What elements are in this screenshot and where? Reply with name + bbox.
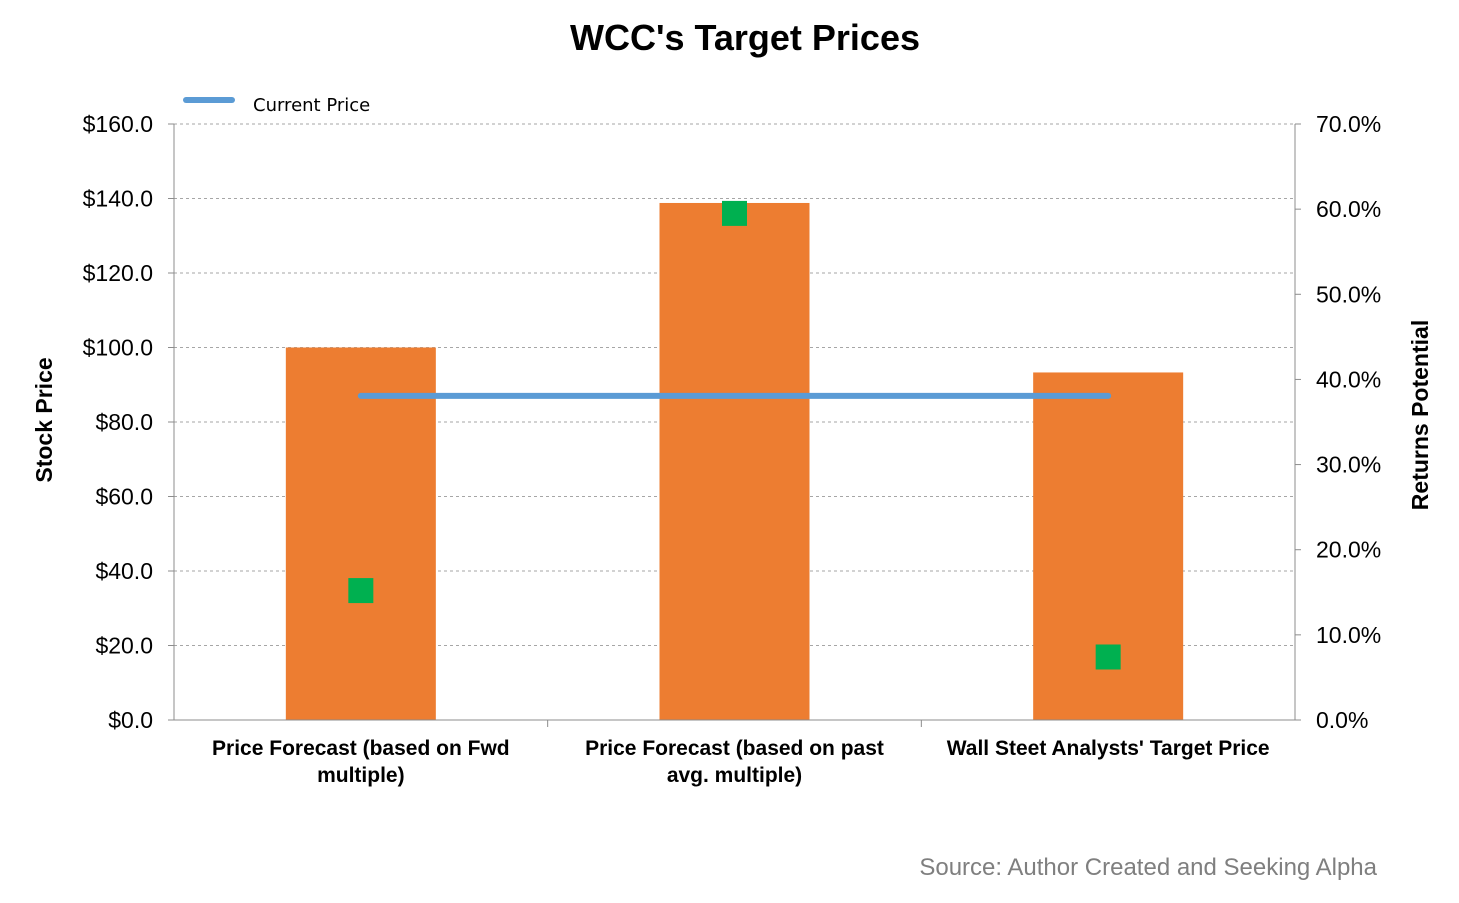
- y-tick-label: $80.0: [95, 409, 153, 435]
- y-tick-label: $120.0: [83, 260, 153, 286]
- y2-tick-label: 40.0%: [1316, 366, 1381, 392]
- y-tick-label: $100.0: [83, 335, 153, 361]
- bar: [285, 347, 436, 720]
- y2-tick-label: 0.0%: [1316, 707, 1368, 733]
- y-tick-label: $0.0: [108, 707, 153, 733]
- y-tick-label: $20.0: [95, 633, 153, 659]
- y2-tick-label: 20.0%: [1316, 537, 1381, 563]
- y-tick-label: $60.0: [95, 484, 153, 510]
- bar: [659, 202, 810, 721]
- y2-tick-label: 30.0%: [1316, 452, 1381, 478]
- y2-tick-label: 50.0%: [1316, 281, 1381, 307]
- right-axis-ticks: 0.0% 10.0% 20.0% 30.0% 40.0% 50.0% 60.0% 70.0%: [1316, 111, 1381, 733]
- returns-marker: [348, 578, 374, 604]
- left-axis-ticks: $0.0 $20.0 $40.0 $60.0 $80.0 $100.0 $120.0 $140…: [83, 111, 153, 733]
- bars: [285, 202, 1184, 721]
- legend-current-price-label: Current Price: [253, 95, 370, 116]
- y-tick-label: $160.0: [83, 111, 153, 137]
- y2-tick-label: 10.0%: [1316, 622, 1381, 648]
- y2-tick-label: 70.0%: [1316, 111, 1381, 137]
- axes: [168, 123, 1301, 727]
- category-labels: Price Forecast (based on Fwd multiple) Pri…: [212, 737, 1270, 787]
- returns-markers: [348, 200, 1121, 670]
- y-tick-label: $40.0: [95, 558, 153, 584]
- chart-title: WCC's Target Prices: [570, 17, 920, 58]
- y-tick-label: $140.0: [83, 186, 153, 212]
- y2-axis-title: Returns Potential: [1407, 320, 1433, 510]
- y2-tick-label: 60.0%: [1316, 196, 1381, 222]
- legend: Current Price: [183, 95, 370, 116]
- source-note: Source: Author Created and Seeking Alpha: [919, 854, 1377, 881]
- category-label: Price Forecast (based on past avg. multip…: [585, 737, 884, 787]
- returns-marker: [722, 200, 747, 226]
- y-axis-title: Stock Price: [31, 357, 57, 482]
- category-label: Wall Steet Analysts' Target Price: [947, 737, 1270, 760]
- returns-marker: [1095, 644, 1121, 670]
- category-label: Price Forecast (based on Fwd multiple): [212, 737, 510, 787]
